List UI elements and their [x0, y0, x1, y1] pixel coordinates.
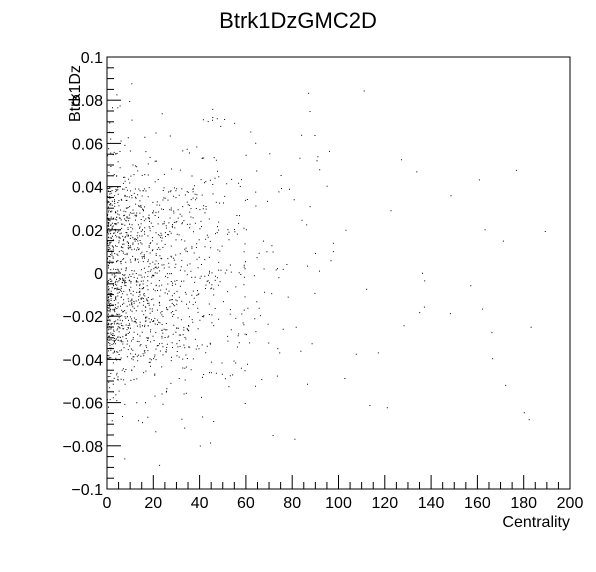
- x-tick-label: 80: [283, 495, 301, 512]
- y-tick-label: 0.08: [72, 93, 103, 110]
- x-tick-label: 120: [371, 495, 398, 512]
- y-tick-label: 0.02: [72, 223, 103, 240]
- x-axis: 0 20 40 60 80 100 120 140 160 180 200: [103, 475, 584, 512]
- y-tick-label: −0.02: [63, 309, 104, 326]
- x-tick-label: 0: [103, 495, 112, 512]
- x-tick-label: 140: [418, 495, 445, 512]
- x-tick-label: 20: [144, 495, 162, 512]
- y-tick-label: −0.1: [71, 482, 103, 499]
- y-tick-label: 0.04: [72, 180, 103, 197]
- y-tick-label: 0.1: [81, 50, 103, 67]
- y-axis-title: Btrk1Dz: [67, 65, 84, 122]
- plot-frame: [106, 56, 571, 490]
- x-tick-label: 100: [325, 495, 352, 512]
- y-axis: −0.1 −0.08 −0.06 −0.04 −0.02 0 0.02 0.04 0.06 0.0…: [63, 50, 121, 499]
- y-tick-label: −0.08: [63, 439, 104, 456]
- x-tick-label: 40: [191, 495, 209, 512]
- x-tick-label: 60: [237, 495, 255, 512]
- x-tick-label: 160: [464, 495, 491, 512]
- chart-title: Btrk1DzGMC2D: [219, 8, 377, 33]
- data-points: [107, 83, 546, 466]
- x-tick-label: 200: [557, 495, 584, 512]
- scatter-point-cloud: [107, 83, 546, 466]
- y-tick-label: 0: [94, 266, 103, 283]
- x-axis-title: Centrality: [502, 514, 570, 531]
- y-tick-label: 0.06: [72, 136, 103, 153]
- y-tick-label: −0.06: [63, 396, 104, 413]
- x-tick-label: 180: [510, 495, 537, 512]
- y-tick-label: −0.04: [63, 352, 104, 369]
